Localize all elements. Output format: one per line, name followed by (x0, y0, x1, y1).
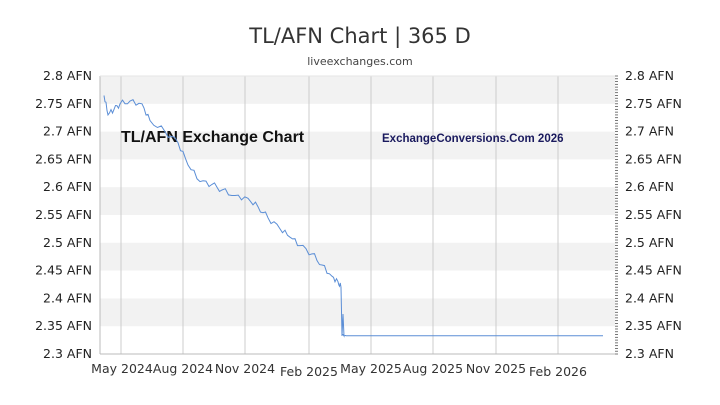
y-tick-label: 2.8 AFN (43, 68, 92, 83)
y-tick-label: 2.45 AFN (625, 263, 682, 278)
grid-band (100, 187, 615, 215)
x-tick-label: Feb 2026 (529, 364, 587, 379)
y-tick-label: 2.5 AFN (625, 235, 674, 250)
y-tick-label: 2.4 AFN (625, 290, 674, 305)
y-tick-label: 2.4 AFN (43, 290, 92, 305)
x-tick-label: Aug 2024 (153, 361, 213, 376)
chart-subtitle: liveexchanges.com (307, 55, 413, 68)
grid-band (100, 242, 615, 271)
y-tick-label: 2.7 AFN (625, 124, 674, 139)
y-tick-label: 2.65 AFN (35, 151, 92, 166)
y-axis-right-labels: 2.8 AFN 2.75 AFN 2.7 AFN 2.65 AFN 2.6 AFN 2.5… (625, 68, 682, 361)
plot-bands (100, 76, 615, 327)
y-tick-label: 2.7 AFN (43, 124, 92, 139)
x-tick-label: May 2025 (340, 361, 402, 376)
axes (99, 75, 618, 355)
x-tick-label: May 2024 (91, 361, 153, 376)
y-tick-label: 2.35 AFN (625, 318, 682, 333)
x-axis-labels: May 2024 Aug 2024 Nov 2024 Feb 2025 May 2025… (91, 361, 587, 379)
y-tick-label: 2.55 AFN (35, 207, 92, 222)
y-axis-left-labels: 2.8 AFN 2.75 AFN 2.7 AFN 2.65 AFN 2.6 AFN 2.5… (35, 68, 92, 361)
y-tick-label: 2.35 AFN (35, 318, 92, 333)
exchange-rate-line (103, 95, 603, 338)
y-tick-label: 2.55 AFN (625, 207, 682, 222)
x-tick-label: Nov 2025 (466, 361, 526, 376)
y-tick-label: 2.75 AFN (625, 96, 682, 111)
y-tick-label: 2.5 AFN (43, 235, 92, 250)
y-tick-label: 2.8 AFN (625, 68, 674, 83)
y-tick-label: 2.6 AFN (625, 179, 674, 194)
y-tick-label: 2.6 AFN (43, 179, 92, 194)
chart-title: TL/AFN Chart | 365 D (249, 24, 471, 48)
grid-band (100, 131, 615, 160)
grid-band (100, 298, 615, 327)
grid-band (100, 76, 615, 104)
x-tick-label: Aug 2025 (403, 361, 463, 376)
x-tick-label: Feb 2025 (280, 364, 338, 379)
y-tick-label: 2.75 AFN (35, 96, 92, 111)
y-tick-label: 2.3 AFN (43, 346, 92, 361)
vertical-gridlines (120, 76, 559, 354)
y-tick-label: 2.45 AFN (35, 263, 92, 278)
y-tick-label: 2.65 AFN (625, 151, 682, 166)
y-tick-label: 2.3 AFN (625, 346, 674, 361)
watermark-right: ExchangeConversions.Com 2026 (382, 133, 564, 145)
x-tick-label: Nov 2024 (215, 361, 275, 376)
watermark-left: TL/AFN Exchange Chart (121, 129, 305, 146)
